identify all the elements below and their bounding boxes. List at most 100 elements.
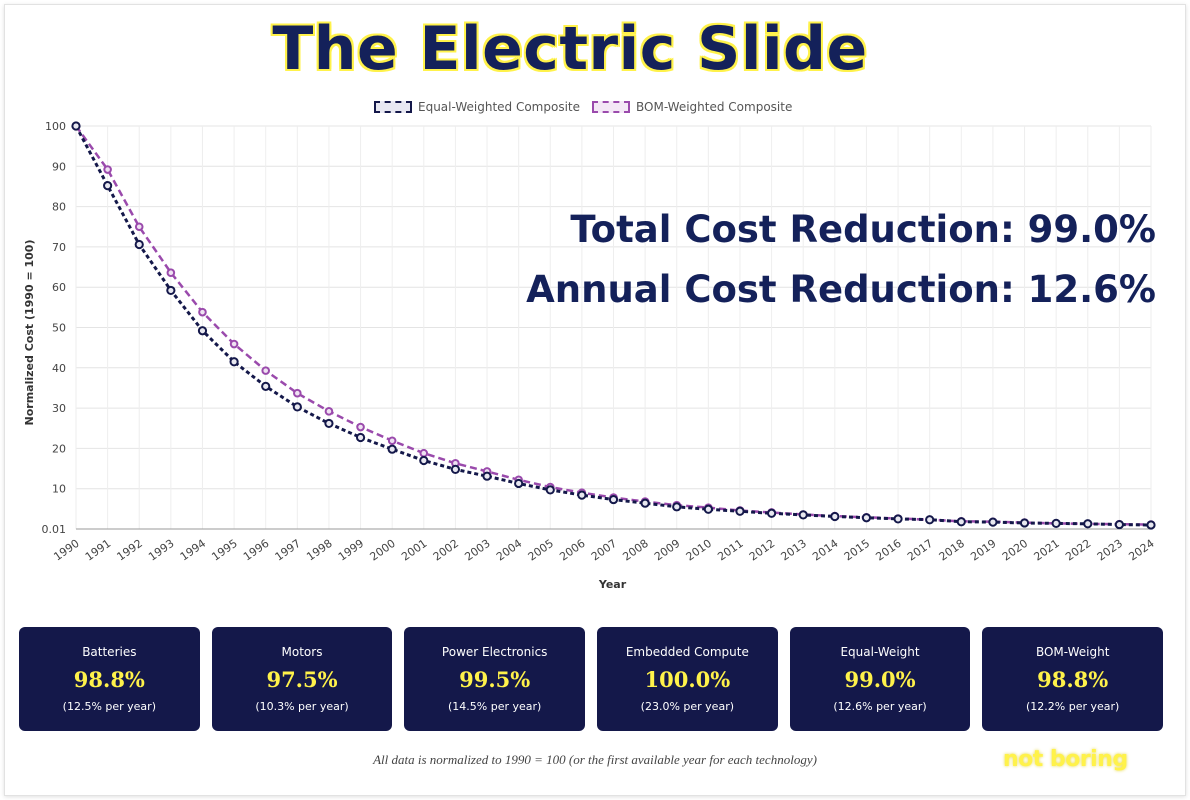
x-tick-label: 1995 bbox=[209, 537, 239, 564]
data-point-bom[interactable] bbox=[356, 422, 365, 432]
data-point-equal[interactable] bbox=[450, 464, 461, 474]
x-tick-label: 1993 bbox=[146, 537, 176, 564]
x-tick-label: 2023 bbox=[1095, 537, 1125, 564]
x-tick-label: 1996 bbox=[241, 537, 271, 564]
data-point-equal[interactable] bbox=[71, 121, 81, 131]
card-name: Equal-Weight bbox=[840, 645, 920, 659]
data-point-equal[interactable] bbox=[703, 504, 713, 514]
legend-label-bom: BOM-Weighted Composite bbox=[636, 100, 793, 114]
card-name: Embedded Compute bbox=[625, 645, 749, 659]
data-point-bom[interactable] bbox=[293, 388, 302, 398]
card-rate: (23.0% per year) bbox=[640, 700, 735, 713]
annual-cost-reduction-headline: Annual Cost Reduction: 12.6% bbox=[526, 268, 1156, 311]
card-bom-weight: BOM-Weight 98.8% (12.2% per year) bbox=[982, 627, 1164, 731]
data-point-bom[interactable] bbox=[387, 436, 397, 446]
card-power-electronics: Power Electronics 99.5% (14.5% per year) bbox=[404, 627, 586, 731]
x-tick-label: 2007 bbox=[589, 537, 619, 564]
data-point-bom[interactable] bbox=[103, 165, 112, 174]
data-point-bom[interactable] bbox=[198, 307, 207, 317]
data-point-equal[interactable] bbox=[766, 508, 777, 518]
x-tick-label: 2000 bbox=[368, 537, 398, 564]
data-point-equal[interactable] bbox=[1051, 518, 1061, 528]
data-point-equal[interactable] bbox=[988, 517, 998, 527]
card-name: BOM-Weight bbox=[1035, 645, 1110, 659]
data-point-bom[interactable] bbox=[134, 222, 144, 232]
legend-item-bom[interactable]: BOM-Weighted Composite bbox=[592, 100, 792, 114]
data-point-equal[interactable] bbox=[261, 381, 271, 391]
card-percent: 98.8% bbox=[73, 667, 145, 692]
data-point-equal[interactable] bbox=[672, 502, 682, 512]
data-point-equal[interactable] bbox=[166, 285, 176, 296]
x-tick-label: 2001 bbox=[399, 537, 429, 564]
data-point-equal[interactable] bbox=[324, 418, 334, 429]
data-point-bom[interactable] bbox=[229, 339, 239, 349]
card-rate: (12.5% per year) bbox=[62, 700, 156, 713]
data-point-bom[interactable] bbox=[324, 407, 334, 416]
data-point-bom[interactable] bbox=[261, 366, 271, 375]
card-name: Motors bbox=[281, 645, 323, 659]
x-tick-label: 1991 bbox=[83, 537, 113, 564]
x-tick-label: 2004 bbox=[494, 537, 524, 564]
data-point-bom[interactable] bbox=[166, 268, 176, 277]
x-tick-label: 2006 bbox=[557, 537, 587, 564]
data-point-bom[interactable] bbox=[419, 448, 429, 458]
x-tick-label: 2011 bbox=[715, 537, 745, 564]
legend-label-equal: Equal-Weighted Composite bbox=[418, 100, 580, 114]
card-embedded-compute: Embedded Compute 100.0% (23.0% per year) bbox=[597, 627, 778, 731]
data-point-equal[interactable] bbox=[735, 506, 745, 516]
card-name: Batteries bbox=[82, 645, 137, 659]
y-tick-label: 30 bbox=[52, 402, 66, 415]
summary-cards: Batteries 98.8% (12.5% per year) Motors … bbox=[19, 627, 1164, 731]
data-point-equal[interactable] bbox=[1146, 520, 1156, 530]
x-tick-label: 2009 bbox=[652, 537, 682, 564]
y-axis-ticks: 0.01 10 20 30 40 50 60 70 80 90 100 bbox=[42, 120, 67, 536]
data-point-equal[interactable] bbox=[893, 514, 903, 524]
card-rate: (10.3% per year) bbox=[255, 700, 349, 713]
legend-item-equal[interactable]: Equal-Weighted Composite bbox=[374, 100, 580, 114]
data-point-equal[interactable] bbox=[134, 239, 144, 250]
data-point-equal[interactable] bbox=[103, 181, 113, 191]
card-percent: 100.0% bbox=[644, 667, 731, 692]
y-tick-label: 60 bbox=[52, 281, 66, 294]
x-tick-label: 2012 bbox=[747, 537, 777, 564]
data-point-equal[interactable] bbox=[640, 498, 650, 508]
data-point-equal[interactable] bbox=[956, 517, 966, 527]
data-point-equal[interactable] bbox=[514, 478, 524, 489]
x-tick-label: 2008 bbox=[620, 537, 650, 564]
y-tick-label: 90 bbox=[52, 160, 66, 173]
series-points bbox=[71, 121, 1156, 530]
y-tick-label: 80 bbox=[52, 201, 66, 214]
x-tick-label: 2022 bbox=[1063, 537, 1093, 564]
data-point-equal[interactable] bbox=[861, 513, 872, 523]
card-percent: 98.8% bbox=[1037, 667, 1109, 692]
data-point-equal[interactable] bbox=[292, 402, 302, 412]
data-point-equal[interactable] bbox=[387, 444, 397, 454]
data-point-equal[interactable] bbox=[577, 490, 587, 500]
card-equal-weight: Equal-Weight 99.0% (12.6% per year) bbox=[789, 627, 971, 731]
x-tick-label: 1994 bbox=[178, 537, 208, 564]
total-cost-reduction-headline: Total Cost Reduction: 99.0% bbox=[570, 208, 1156, 251]
x-tick-label: 2014 bbox=[810, 537, 840, 564]
data-point-equal[interactable] bbox=[229, 357, 239, 367]
data-point-equal[interactable] bbox=[197, 326, 208, 336]
data-point-equal[interactable] bbox=[1083, 519, 1093, 529]
data-point-equal[interactable] bbox=[830, 511, 840, 522]
x-axis-title: Year bbox=[598, 578, 627, 591]
y-tick-label: 10 bbox=[52, 483, 66, 496]
data-point-equal[interactable] bbox=[608, 494, 619, 505]
data-point-equal[interactable] bbox=[355, 432, 366, 443]
data-point-equal[interactable] bbox=[482, 471, 492, 481]
data-point-equal[interactable] bbox=[1114, 519, 1124, 530]
data-point-equal[interactable] bbox=[419, 455, 429, 466]
data-point-equal[interactable] bbox=[545, 485, 555, 495]
x-tick-label: 2002 bbox=[431, 537, 461, 564]
data-point-equal[interactable] bbox=[798, 510, 808, 520]
card-percent: 99.0% bbox=[844, 667, 916, 692]
card-batteries: Batteries 98.8% (12.5% per year) bbox=[19, 627, 200, 731]
x-tick-label: 2013 bbox=[779, 537, 809, 564]
chart-legend: Equal-Weighted Composite BOM-Weighted Co… bbox=[374, 100, 792, 114]
data-point-equal[interactable] bbox=[925, 515, 935, 525]
data-point-equal[interactable] bbox=[1019, 518, 1030, 528]
x-tick-label: 1992 bbox=[115, 537, 145, 564]
footnote: All data is normalized to 1990 = 100 (or… bbox=[373, 752, 817, 767]
